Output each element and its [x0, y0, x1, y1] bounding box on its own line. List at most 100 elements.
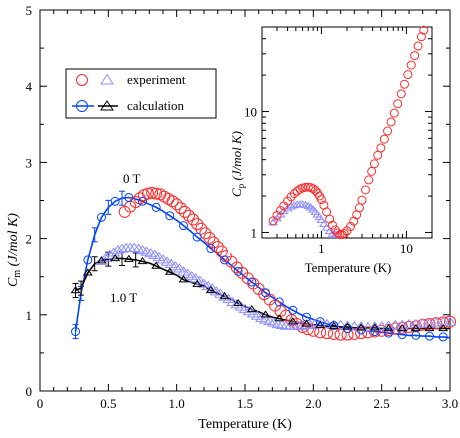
main-x-tick-label: 1.0: [169, 396, 185, 411]
annotation-0T: 0 T: [123, 171, 141, 186]
inset-circle-marker: [386, 117, 396, 127]
inset-circle-marker: [346, 222, 356, 232]
inset-circle-marker: [292, 186, 302, 196]
main-x-axis-label: Temperature (K): [198, 417, 292, 432]
calculation-triangle-marker: [82, 268, 93, 276]
inset-circle-marker: [339, 229, 349, 239]
main-x-tick-label: 2.0: [305, 396, 321, 411]
inset-circle-marker: [357, 195, 367, 205]
inset-circle-marker: [286, 192, 296, 202]
main-y-tick-label: 4: [26, 79, 33, 94]
inset-circle-marker: [383, 126, 393, 136]
main-y-tick-label: 2: [26, 232, 33, 247]
main-y-axis-label: Cm (J/mol K): [6, 213, 23, 287]
calculation-circle-marker: [179, 221, 188, 231]
legend-box: [65, 68, 217, 119]
calculation-triangle-marker: [315, 320, 326, 329]
calculation-circle-marker: [206, 244, 216, 254]
calculation-triangle-marker: [233, 298, 244, 307]
experiment-triangle-marker: [172, 263, 186, 273]
calculation-circle-marker: [438, 332, 448, 342]
inset-x-tick-label: 1: [318, 241, 325, 256]
experiment-triangle-marker: [429, 317, 443, 327]
experiment-circle-marker: [170, 198, 183, 211]
inset-circle-marker: [289, 188, 299, 198]
calculation-circle-marker: [83, 255, 93, 265]
inset-triangle-marker: [289, 201, 300, 209]
inset-circle-marker: [313, 188, 323, 198]
experiment-triangle-marker: [423, 318, 436, 328]
inset-circle-marker: [376, 143, 386, 153]
main-chart: 0 0.5 1.0 1.5 2.0 2.5 3.0 0 1 2 3 4 5 Temperature (K…: [6, 3, 458, 432]
inset-triangle-marker: [286, 202, 297, 210]
calculation-triangle-marker: [424, 324, 435, 332]
experiment-circle-marker: [174, 202, 187, 215]
main-y-tick-label: 0: [26, 384, 33, 399]
inset-y-tick-label: 1: [251, 225, 258, 240]
calculation-triangle-marker: [96, 256, 107, 264]
experiment-circle-marker: [368, 325, 381, 338]
calculation-circle-marker: [315, 317, 325, 327]
calculation-triangle-marker: [301, 319, 312, 327]
calculation-triangle-marker: [219, 292, 230, 300]
inset-triangle-marker: [297, 200, 308, 208]
calculation-circle-marker: [220, 255, 229, 265]
legend-experiment-circle-icon: [76, 74, 88, 86]
inset-markers: [268, 25, 429, 240]
experiment-circle-marker: [211, 240, 224, 253]
inset-circle-marker: [403, 70, 413, 80]
experiment-circle-marker: [207, 236, 220, 249]
calculation-circle-marker: [329, 320, 339, 330]
experiment-triangle-marker: [347, 321, 361, 331]
inset-background: [228, 22, 436, 253]
inset-y-axis-label: Cp (J/mol K): [229, 131, 246, 197]
experiment-circle-marker: [195, 222, 208, 235]
calculation-triangle-marker: [369, 323, 380, 331]
experiment-triangle-marker: [205, 283, 219, 293]
legend-calculation-circle-line-icon: [72, 100, 94, 112]
calculation-circle-marker: [370, 327, 380, 337]
calculation-triangle-marker: [410, 324, 421, 332]
experiment-triangle-marker: [395, 319, 409, 329]
main-axis-ticks: 0 0.5 1.0 1.5 2.0 2.5 3.0 0 1 2 3 4 5: [26, 3, 459, 411]
inset-circle-marker: [419, 25, 429, 35]
inset-triangle-marker: [318, 219, 329, 227]
calculation-circle-marker: [261, 288, 270, 298]
calculation-triangle-marker: [137, 256, 148, 265]
calculation-circle-marker: [288, 305, 298, 315]
inset-circle-marker: [373, 150, 383, 160]
svg-text:Cm (J/mol K): Cm (J/mol K): [6, 213, 23, 287]
calculation-triangle-marker: [356, 323, 367, 331]
legend-calculation-label: calculation: [127, 98, 185, 113]
inset-circle-marker: [330, 225, 340, 235]
inset-axis-ticks: 1 10 1 10: [244, 27, 433, 256]
legend-experiment-label: experiment: [127, 72, 186, 87]
inset-circle-marker: [379, 134, 389, 144]
calculation-triangle-marker: [70, 285, 81, 294]
inset-circle-marker: [413, 41, 423, 51]
experiment-triangle-marker: [103, 249, 117, 259]
experiment-triangle-marker: [271, 318, 285, 329]
experiment-triangle-marker: [213, 288, 227, 298]
experiment-triangle-marker: [375, 321, 389, 331]
experiment-circle-marker: [162, 192, 175, 205]
inset-y-tick-label: 10: [244, 105, 257, 120]
inset-y-label-symbol: C: [229, 188, 244, 197]
annotation-1T: 1.0 T: [110, 290, 137, 305]
calculation-triangle-marker: [287, 317, 298, 325]
inset-circle-marker: [400, 79, 410, 89]
inset-circle-marker: [316, 195, 326, 205]
main-y-label-unit: (J/mol K): [6, 213, 21, 267]
inset-circle-marker: [364, 175, 374, 185]
main-x-tick-label: 1.5: [237, 396, 253, 411]
main-y-label-symbol: C: [6, 277, 21, 287]
experiment-circle-marker: [191, 218, 204, 231]
main-y-tick-label: 5: [26, 3, 33, 18]
calculation-triangle-marker: [274, 314, 285, 322]
main-x-tick-label: 2.5: [374, 396, 390, 411]
experiment-triangle-marker: [388, 319, 402, 329]
experiment-circle-marker: [129, 196, 142, 209]
svg-text:Cp (J/mol K): Cp (J/mol K): [229, 131, 246, 197]
calculation-circle-marker: [233, 266, 243, 276]
